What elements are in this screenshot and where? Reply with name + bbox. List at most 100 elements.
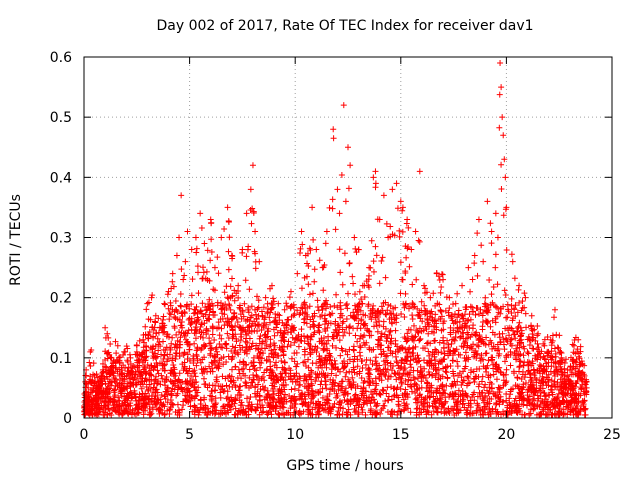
data-point bbox=[227, 406, 234, 413]
data-point bbox=[374, 341, 381, 348]
data-point bbox=[191, 408, 198, 415]
data-point bbox=[542, 404, 549, 411]
data-point bbox=[174, 386, 181, 393]
data-point bbox=[251, 306, 258, 313]
data-point bbox=[172, 349, 179, 356]
data-point bbox=[333, 344, 340, 351]
data-point bbox=[110, 404, 117, 411]
data-point bbox=[456, 318, 463, 325]
data-point bbox=[207, 352, 214, 359]
data-point bbox=[238, 333, 245, 340]
data-point bbox=[409, 315, 416, 322]
data-point bbox=[467, 369, 474, 376]
data-point bbox=[431, 400, 438, 407]
data-point bbox=[272, 314, 279, 321]
data-point bbox=[217, 300, 224, 307]
data-point bbox=[571, 391, 578, 398]
data-point bbox=[187, 357, 194, 364]
data-point bbox=[183, 386, 190, 393]
data-point bbox=[322, 328, 329, 335]
data-point bbox=[460, 330, 467, 337]
data-point bbox=[266, 353, 273, 360]
data-point bbox=[325, 352, 332, 359]
data-point bbox=[271, 383, 278, 390]
data-point bbox=[520, 343, 527, 350]
data-point bbox=[111, 389, 118, 396]
data-point bbox=[170, 283, 177, 290]
data-point bbox=[215, 363, 222, 370]
data-point bbox=[495, 384, 502, 391]
data-point bbox=[516, 299, 523, 306]
data-point bbox=[403, 349, 410, 356]
data-point bbox=[455, 372, 462, 379]
data-point bbox=[118, 392, 125, 399]
data-point bbox=[125, 372, 132, 379]
data-point bbox=[440, 365, 447, 372]
data-point bbox=[492, 319, 499, 326]
data-point bbox=[124, 368, 131, 375]
data-point bbox=[576, 355, 583, 362]
data-point bbox=[457, 407, 464, 414]
data-point bbox=[497, 338, 504, 345]
data-point bbox=[144, 362, 151, 369]
data-point bbox=[203, 268, 210, 275]
data-point bbox=[231, 411, 238, 418]
data-point bbox=[286, 393, 293, 400]
data-point bbox=[323, 297, 330, 304]
data-point bbox=[223, 382, 230, 389]
data-point bbox=[252, 228, 259, 235]
data-point bbox=[323, 396, 330, 403]
data-point bbox=[373, 319, 380, 326]
data-point bbox=[212, 346, 219, 353]
data-point bbox=[139, 390, 146, 397]
data-point bbox=[202, 380, 209, 387]
data-point bbox=[393, 358, 400, 365]
data-point bbox=[526, 359, 533, 366]
data-point bbox=[169, 334, 176, 341]
data-point bbox=[283, 322, 290, 329]
data-point bbox=[315, 398, 322, 405]
data-point bbox=[189, 276, 196, 283]
data-point bbox=[206, 296, 213, 303]
data-point bbox=[511, 305, 518, 312]
data-point bbox=[551, 395, 558, 402]
data-point bbox=[219, 403, 226, 410]
data-point bbox=[358, 296, 365, 303]
data-point bbox=[151, 398, 158, 405]
data-point bbox=[405, 224, 412, 231]
data-point bbox=[260, 408, 267, 415]
data-point bbox=[561, 383, 568, 390]
data-point bbox=[306, 303, 313, 310]
data-point bbox=[155, 347, 162, 354]
data-point bbox=[457, 351, 464, 358]
data-point bbox=[498, 186, 505, 193]
data-point bbox=[308, 387, 315, 394]
data-point bbox=[410, 374, 417, 381]
data-point bbox=[345, 185, 352, 192]
data-point bbox=[511, 350, 518, 357]
data-point bbox=[443, 294, 450, 301]
data-point bbox=[440, 276, 447, 283]
data-point bbox=[463, 335, 470, 342]
data-point bbox=[167, 397, 174, 404]
data-point bbox=[557, 363, 564, 370]
data-point bbox=[181, 350, 188, 357]
chart-title: Day 002 of 2017, Rate Of TEC Index for r… bbox=[156, 18, 533, 34]
data-point bbox=[507, 401, 514, 408]
data-point bbox=[141, 378, 148, 385]
data-point bbox=[152, 401, 159, 408]
data-point bbox=[252, 265, 259, 272]
data-point bbox=[240, 358, 247, 365]
data-point bbox=[106, 410, 113, 417]
data-point bbox=[452, 382, 459, 389]
data-point bbox=[501, 358, 508, 365]
data-point bbox=[459, 401, 466, 408]
data-point bbox=[445, 406, 452, 413]
data-point bbox=[454, 319, 461, 326]
data-point bbox=[188, 246, 195, 253]
data-point bbox=[162, 382, 169, 389]
data-point bbox=[450, 348, 457, 355]
data-point bbox=[252, 407, 259, 414]
data-point bbox=[96, 408, 103, 415]
data-point bbox=[405, 326, 412, 333]
